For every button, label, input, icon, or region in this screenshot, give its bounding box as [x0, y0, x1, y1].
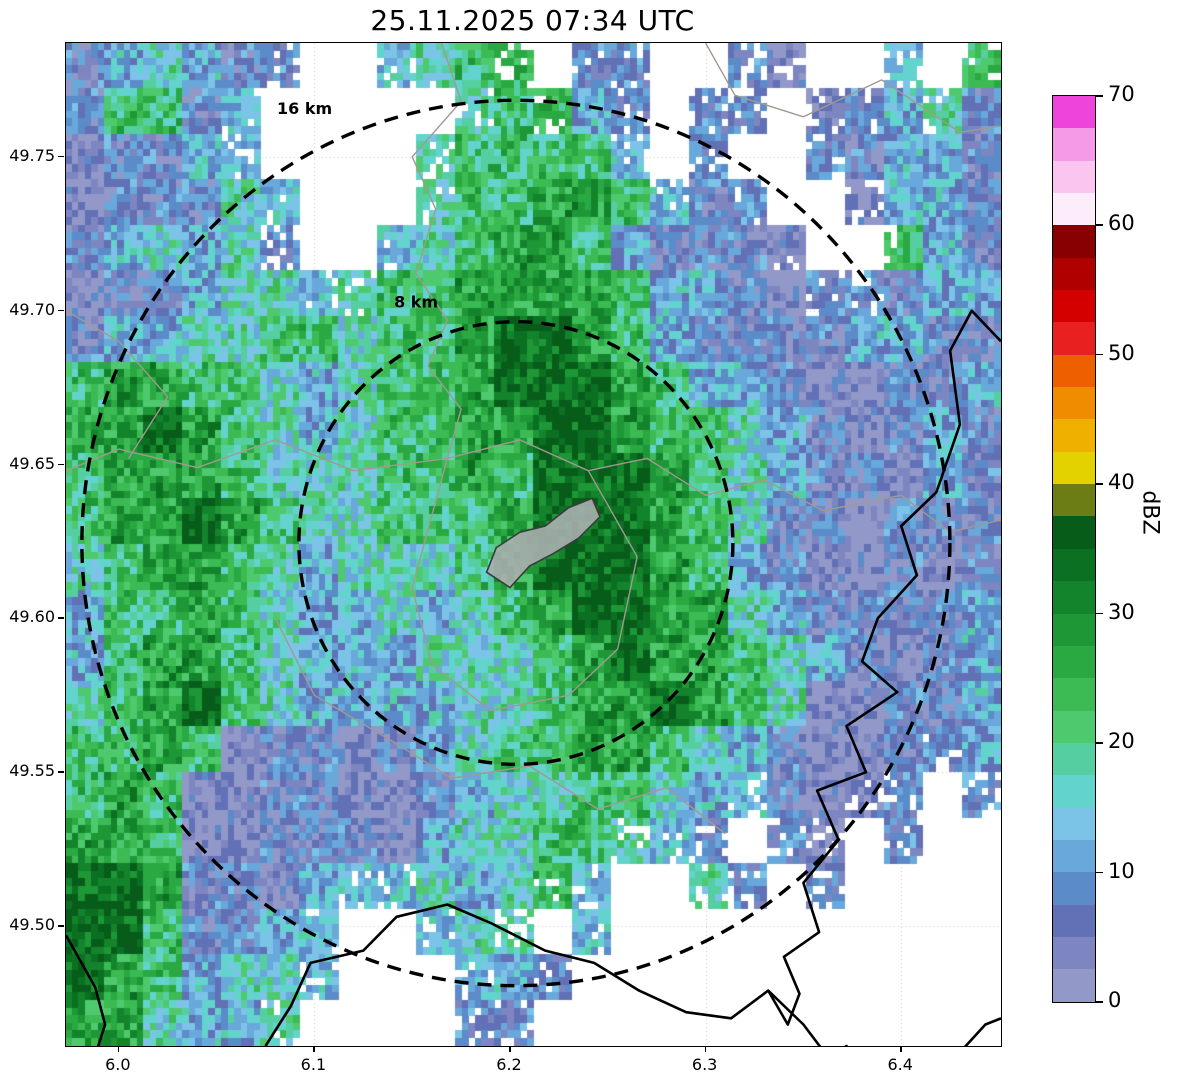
colorbar-tick-label: 10 — [1108, 858, 1135, 883]
colorbar-band — [1053, 936, 1095, 970]
colorbar-band — [1053, 387, 1095, 420]
colorbar-band — [1053, 548, 1095, 582]
colorbar-tick-label: 40 — [1108, 470, 1135, 495]
colorbar-band — [1053, 322, 1095, 355]
x-tick-label: 6.2 — [496, 1055, 522, 1074]
y-tickmark — [58, 463, 64, 465]
colorbar-tick-label: 20 — [1108, 729, 1135, 754]
colorbar-band — [1053, 290, 1095, 323]
colorbar-tick-label: 0 — [1108, 988, 1122, 1012]
plot-area: 8 km 16 km — [65, 42, 1002, 1047]
radar-heatmap-canvas — [66, 43, 1001, 1046]
y-tickmark — [58, 617, 64, 619]
colorbar — [1052, 95, 1096, 1003]
colorbar-band — [1053, 904, 1095, 937]
colorbar-tickmark — [1096, 612, 1103, 615]
x-tick-label: 6.4 — [887, 1055, 913, 1074]
x-tickmark — [117, 1046, 120, 1052]
x-tickmark — [704, 1046, 707, 1052]
x-tickmark — [509, 1046, 511, 1052]
colorbar-tick-label: 50 — [1108, 340, 1135, 365]
colorbar-band — [1053, 516, 1095, 549]
colorbar-band — [1053, 484, 1095, 517]
x-tick-label: 6.3 — [691, 1055, 718, 1074]
colorbar-band — [1053, 160, 1095, 194]
colorbar-band — [1053, 451, 1095, 485]
colorbar-band — [1053, 678, 1095, 711]
y-tickmark — [58, 925, 64, 927]
colorbar-band — [1053, 710, 1095, 743]
y-tickmark — [58, 155, 64, 158]
colorbar-band — [1053, 775, 1095, 808]
colorbar-tickmark — [1096, 95, 1103, 97]
colorbar-band — [1053, 839, 1095, 873]
y-tickmark — [58, 309, 64, 312]
y-tickmark — [58, 771, 64, 773]
colorbar-band — [1053, 193, 1095, 226]
figure-title: 25.11.2025 07:34 UTC — [370, 4, 695, 37]
y-tick-label: 49.50 — [9, 915, 55, 934]
colorbar-band — [1053, 581, 1095, 614]
colorbar-band — [1053, 969, 1095, 1002]
colorbar-tick-label: 70 — [1108, 82, 1135, 106]
colorbar-tickmark — [1096, 1001, 1103, 1003]
colorbar-tickmark — [1096, 483, 1103, 485]
y-tick-label: 49.70 — [9, 299, 55, 319]
colorbar-tickmark — [1096, 871, 1103, 874]
y-tick-label: 49.65 — [9, 453, 55, 473]
colorbar-tick-label: 60 — [1108, 211, 1135, 236]
y-tick-label: 49.75 — [9, 145, 55, 165]
colorbar-band — [1053, 128, 1095, 161]
colorbar-tick-label: 30 — [1108, 599, 1135, 624]
colorbar-band — [1053, 645, 1095, 679]
y-tick-label: 49.55 — [9, 761, 55, 781]
colorbar-band — [1053, 257, 1095, 291]
x-tickmark — [900, 1046, 902, 1052]
colorbar-band — [1053, 419, 1095, 452]
colorbar-band — [1053, 354, 1095, 388]
colorbar-tickmark — [1096, 353, 1103, 356]
colorbar-band — [1053, 613, 1095, 646]
x-tick-label: 6.1 — [300, 1055, 327, 1074]
colorbar-band — [1053, 872, 1095, 905]
colorbar-tickmark — [1096, 742, 1103, 744]
colorbar-tickmark — [1096, 224, 1103, 226]
colorbar-label: dBZ — [1137, 490, 1163, 535]
x-tickmark — [313, 1046, 315, 1052]
colorbar-band — [1053, 742, 1095, 776]
colorbar-band — [1053, 807, 1095, 840]
colorbar-band — [1053, 225, 1095, 258]
y-tick-label: 49.60 — [9, 607, 55, 627]
x-tick-label: 6.0 — [105, 1055, 131, 1074]
colorbar-band — [1053, 96, 1095, 129]
